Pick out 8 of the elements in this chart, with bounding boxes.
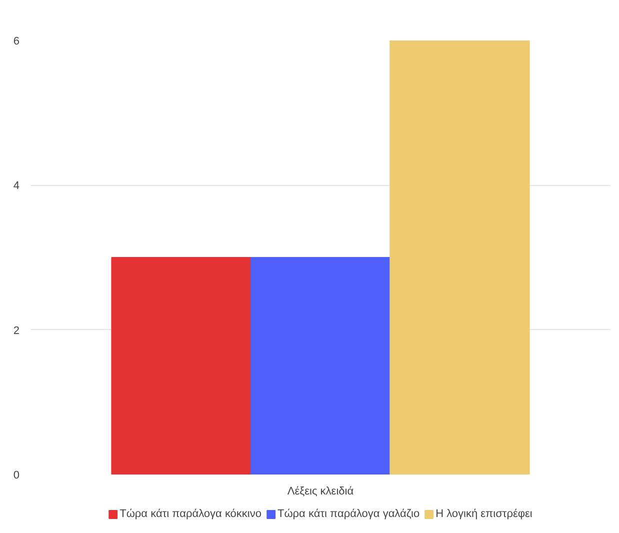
x-tick-label: Λέξεις κλειδιά (287, 486, 354, 498)
y-tick-label: 6 (13, 36, 20, 48)
y-tick-label: 2 (13, 324, 20, 337)
legend-label: Τώρα κάτι παράλογα κόκκινο (120, 508, 262, 520)
legend-label: Η λογική επιστρέφει (436, 508, 532, 520)
y-tick-label: 0 (13, 470, 20, 482)
y-tick-label: 4 (13, 180, 20, 192)
legend-label: Τώρα κάτι παράλογα γαλάζιο (277, 508, 420, 520)
